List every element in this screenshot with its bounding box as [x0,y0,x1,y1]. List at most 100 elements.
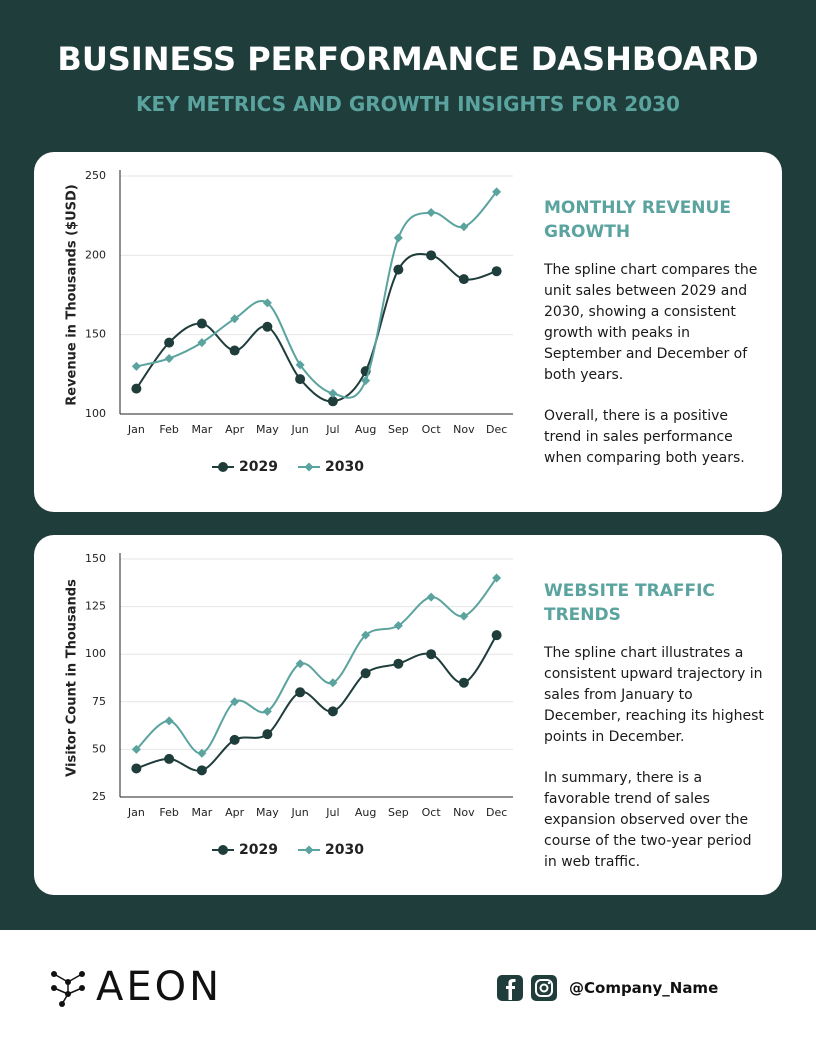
legend-label: 2030 [325,842,364,858]
legend-label: 2029 [239,459,278,475]
point [327,706,338,717]
x-tick-label: Oct [422,806,442,819]
point [197,338,207,348]
card: 25 50 75 100 125 150 Visitor Count in Thousand… [34,535,782,895]
point [393,621,403,631]
point [426,592,436,602]
point [426,250,437,261]
brand: AEON [96,964,223,1010]
point [262,729,273,740]
point [492,187,502,197]
point [304,462,314,472]
panel-text: The spline chart illustrates a consisten… [544,645,764,745]
social-icons [497,975,557,1001]
point [262,321,273,332]
y-axis-label: Visitor Count in Thousands [65,579,80,777]
panel: MONTHLY REVENUE GROWTH The spline chart … [544,196,766,489]
x-tick-label: Jul [325,806,339,819]
point [229,734,240,745]
point [393,658,404,669]
y-axis-label: Revenue in Thousands ($USD) [65,184,80,406]
point [458,677,469,688]
instagram-icon[interactable] [531,975,557,1001]
x-tick-label: Apr [225,806,245,819]
point [491,266,502,277]
series-line [135,253,497,403]
social-handle: @Company_Name [569,979,719,997]
point [328,388,338,398]
panel-text: Overall, there is a positive trend in sa… [544,408,745,466]
point [295,687,306,698]
point [295,360,305,370]
panel-text: In summary, there is a favorable trend o… [544,770,752,870]
chart: 100 150 200 250 Revenue in Thousands ($USD) J… [65,169,513,475]
point [196,318,207,329]
point [164,337,175,348]
point [361,376,371,386]
y-tick-label: 75 [92,695,106,708]
point [459,222,469,232]
x-tick-label: Feb [159,423,178,436]
point [393,233,403,243]
x-tick-label: Jul [325,423,339,436]
point [230,314,240,324]
panel-heading: MONTHLY REVENUE GROWTH [544,198,731,242]
x-tick-label: Aug [355,423,376,436]
point [393,264,404,275]
y-tick-label: 50 [92,742,106,755]
point [131,361,141,371]
point [361,630,371,640]
chart: 25 50 75 100 125 150 Visitor Count in Thousand… [65,552,513,858]
point [360,668,371,679]
point [459,611,469,621]
x-tick-label: May [256,423,279,436]
x-tick-label: Dec [486,806,507,819]
point [492,573,502,583]
point [164,716,174,726]
point [262,298,272,308]
point [295,659,305,669]
point [328,678,338,688]
point [164,353,174,363]
series-line [136,191,498,399]
card: 100 150 200 250 Revenue in Thousands ($USD) J… [34,152,782,512]
point [196,765,207,776]
x-tick-label: Jun [291,806,309,819]
x-tick-label: Aug [355,806,376,819]
y-tick-label: 250 [85,169,106,182]
point [426,207,436,217]
y-tick-label: 25 [92,790,106,803]
x-tick-label: Apr [225,423,245,436]
x-tick-label: Mar [191,806,212,819]
y-tick-label: 200 [85,248,106,261]
point [426,649,437,660]
point [218,462,228,472]
panel-text: The spline chart compares the unit sales… [544,262,758,383]
x-tick-label: Jun [291,423,309,436]
point [262,706,272,716]
y-tick-label: 150 [85,552,106,565]
point [131,763,142,774]
x-tick-label: Sep [388,423,409,436]
point [218,845,228,855]
page-subtitle: KEY METRICS AND GROWTH INSIGHTS FOR 2030 [136,92,680,116]
x-tick-label: Oct [422,423,442,436]
point [304,845,314,855]
y-tick-label: 100 [85,647,106,660]
point [131,744,141,754]
point [229,345,240,356]
panel: WEBSITE TRAFFIC TRENDS The spline chart … [544,579,766,893]
y-tick-label: 125 [85,600,106,613]
x-tick-label: Mar [191,423,212,436]
point [327,396,338,407]
point [197,748,207,758]
panel-heading: WEBSITE TRAFFIC TRENDS [544,581,715,625]
x-tick-label: May [256,806,279,819]
x-tick-label: Dec [486,423,507,436]
page-title: BUSINESS PERFORMANCE DASHBOARD [57,40,759,78]
x-tick-label: Nov [453,423,475,436]
legend-label: 2029 [239,842,278,858]
point [491,630,502,641]
x-tick-label: Nov [453,806,475,819]
